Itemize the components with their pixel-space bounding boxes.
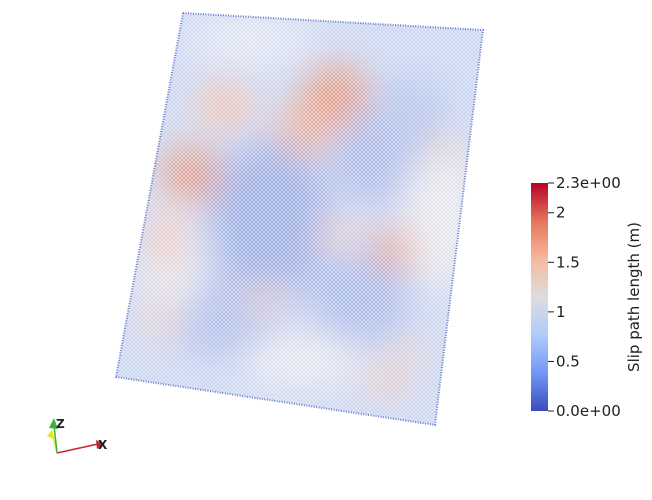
y-axis-arrow: [47, 430, 55, 440]
mesh-outline: [114, 11, 485, 427]
x-axis-label: X: [98, 438, 108, 452]
x-axis-arrow: [96, 440, 104, 449]
colorbar-min-label: 0.0e+00: [556, 402, 621, 420]
colorbar: 2.3e+00 2 1.5 1 0.5 0.0e+00 Slip path length …: [531, 174, 643, 420]
z-axis-line: [53, 424, 58, 454]
colorbar-tick-label: 2: [556, 204, 566, 222]
orientation-axes: Z X: [47, 417, 108, 454]
slip-surface-mesh[interactable]: [116, 13, 483, 425]
z-axis-arrow: [49, 418, 58, 429]
colorbar-tick-label: 1.5: [556, 253, 580, 271]
colorbar-max-label: 2.3e+00: [556, 174, 621, 192]
z-axis-label: Z: [56, 417, 65, 431]
colorbar-tick-label: 1: [556, 303, 566, 321]
colorbar-ticks: 2.3e+00 2 1.5 1 0.5 0.0e+00: [548, 174, 621, 420]
colorbar-bar: [531, 183, 548, 411]
colorbar-title: Slip path length (m): [625, 222, 643, 372]
x-axis-line: [56, 443, 99, 454]
colorbar-tick-label: 0.5: [556, 352, 580, 370]
